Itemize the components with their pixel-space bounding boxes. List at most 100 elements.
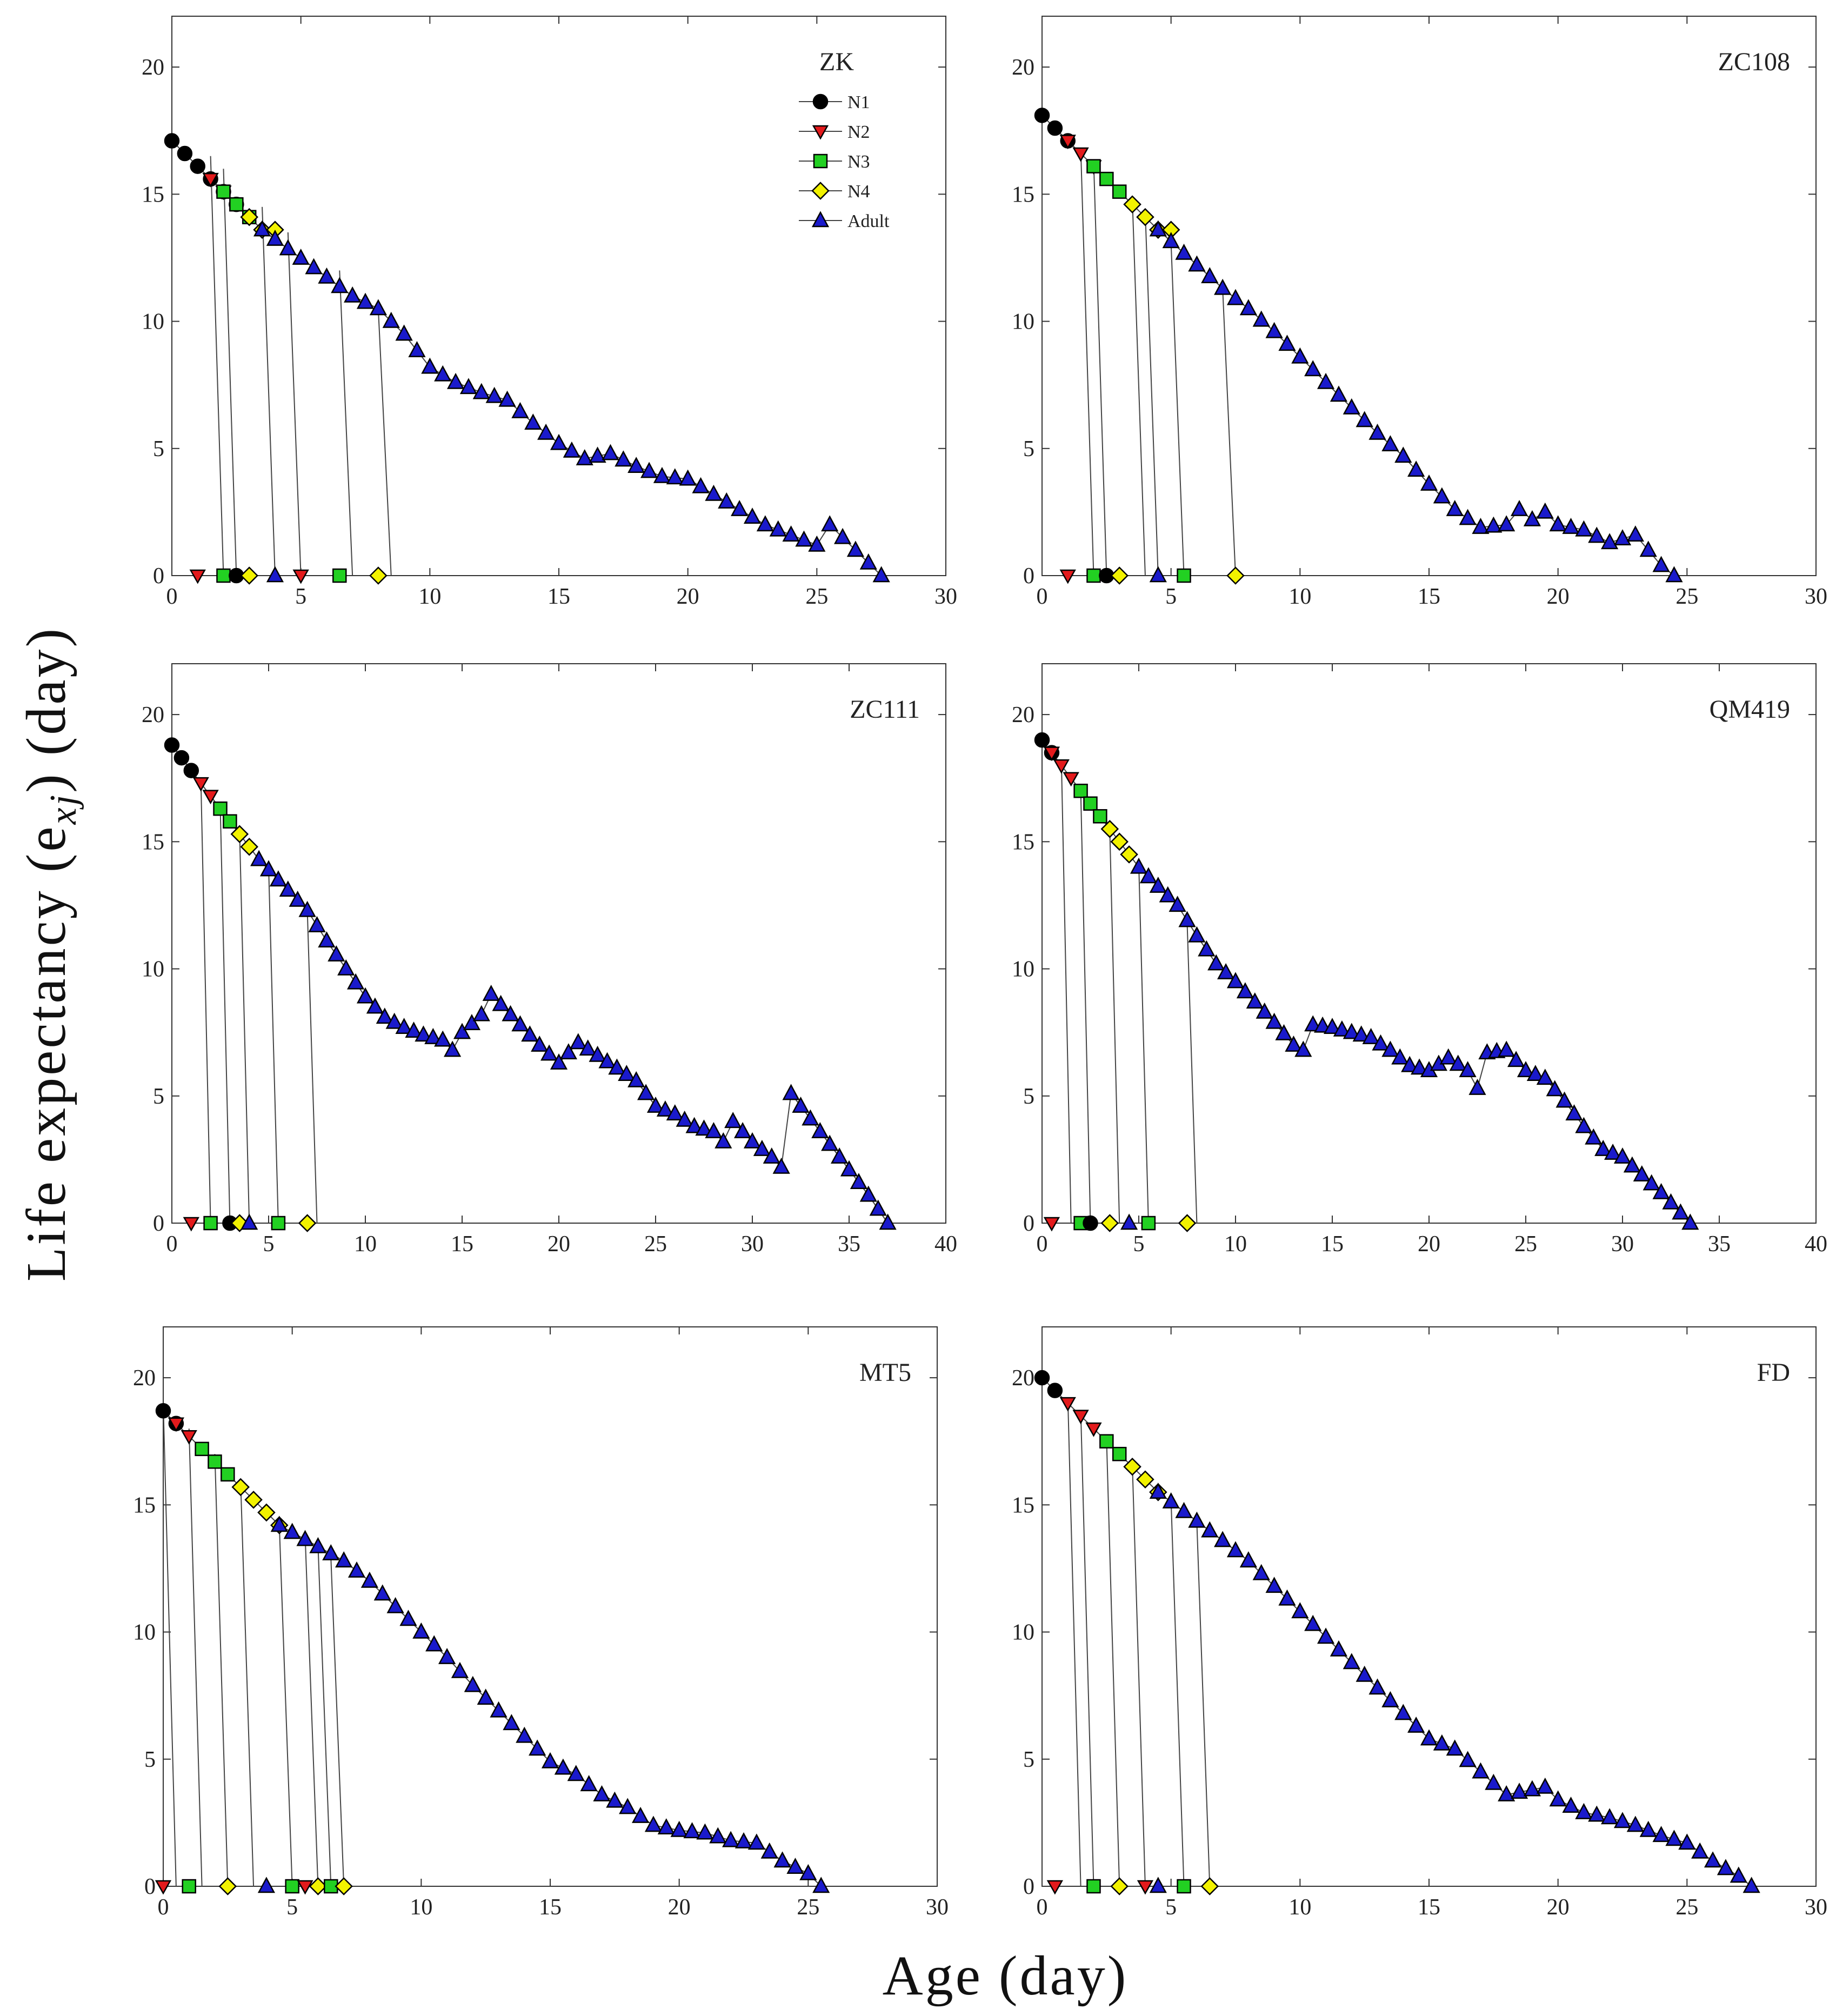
drop-line bbox=[1144, 212, 1159, 576]
y-tick-label: 0 bbox=[153, 1211, 164, 1236]
marker-n2 bbox=[202, 172, 219, 188]
marker-adult bbox=[795, 530, 813, 547]
marker-n1 bbox=[1047, 1383, 1063, 1398]
marker-adult bbox=[608, 1058, 626, 1075]
marker-adult bbox=[408, 341, 426, 357]
marker-adult bbox=[1662, 1193, 1680, 1210]
marker-adult bbox=[812, 1877, 830, 1893]
marker-adult bbox=[1162, 232, 1180, 249]
marker-adult bbox=[1652, 1826, 1670, 1843]
y-tick-label: 5 bbox=[1023, 437, 1034, 462]
marker-adult bbox=[385, 1012, 403, 1029]
marker-adult bbox=[769, 520, 787, 537]
marker-adult bbox=[1317, 372, 1335, 389]
marker-adult bbox=[1510, 1783, 1528, 1799]
marker-adult bbox=[695, 1119, 713, 1136]
marker-adult bbox=[1468, 1079, 1486, 1095]
marker-adult bbox=[382, 311, 400, 328]
marker-adult bbox=[1691, 1842, 1709, 1859]
marker-adult bbox=[511, 1015, 529, 1032]
marker-adult bbox=[833, 528, 852, 544]
marker-adult bbox=[705, 484, 723, 501]
y-tick-label: 5 bbox=[1023, 1084, 1034, 1109]
marker-adult bbox=[298, 900, 316, 917]
plot-frame bbox=[1041, 1326, 1817, 1887]
marker-n1 bbox=[1047, 120, 1063, 136]
marker-adult bbox=[734, 1122, 752, 1138]
drop-line bbox=[1080, 1411, 1094, 1887]
marker-adult bbox=[1294, 1040, 1312, 1057]
y-tick-label: 15 bbox=[133, 1493, 156, 1518]
marker-n2 bbox=[1053, 759, 1070, 774]
marker-adult bbox=[589, 1045, 606, 1062]
marker-adult bbox=[540, 1044, 558, 1061]
adult-curve-line bbox=[258, 859, 889, 1224]
marker-adult bbox=[482, 984, 500, 1001]
marker-adult bbox=[1278, 335, 1296, 351]
drop-line bbox=[163, 1403, 177, 1887]
marker-adult bbox=[1394, 446, 1412, 463]
legend-marker-adult bbox=[811, 211, 830, 228]
marker-adult bbox=[1588, 1805, 1606, 1822]
marker-n3 bbox=[1112, 1446, 1127, 1461]
marker-adult bbox=[1226, 972, 1245, 989]
marker-adult bbox=[424, 1027, 442, 1044]
marker-adult bbox=[425, 1635, 443, 1652]
marker-adult bbox=[434, 1030, 452, 1047]
marker-n3 bbox=[1073, 783, 1088, 798]
marker-adult bbox=[1201, 267, 1219, 283]
plot-frame bbox=[163, 1326, 938, 1887]
marker-n2 bbox=[1072, 147, 1089, 162]
marker-adult bbox=[318, 931, 336, 948]
marker-adult bbox=[1626, 1815, 1644, 1832]
drop-line bbox=[1067, 1398, 1081, 1887]
marker-adult bbox=[477, 1688, 495, 1705]
marker-adult bbox=[772, 1157, 790, 1174]
marker-adult bbox=[308, 916, 326, 932]
marker-adult bbox=[270, 1516, 288, 1532]
x-tick-label: 15 bbox=[1418, 584, 1440, 609]
marker-adult bbox=[434, 365, 452, 382]
marker-adult bbox=[399, 1610, 417, 1626]
marker-adult bbox=[348, 1561, 366, 1578]
marker-adult bbox=[722, 1831, 740, 1847]
marker-n2 bbox=[1043, 746, 1060, 762]
marker-adult bbox=[821, 515, 839, 532]
stage-lines bbox=[1041, 1377, 1752, 1887]
marker-adult bbox=[1510, 500, 1528, 516]
marker-n3 bbox=[221, 1467, 235, 1482]
marker-adult bbox=[283, 1523, 301, 1539]
x-tick-label: 25 bbox=[797, 1895, 819, 1920]
marker-adult bbox=[1523, 510, 1541, 526]
marker-adult bbox=[1439, 1048, 1457, 1065]
marker-adult bbox=[692, 477, 710, 493]
baseline-marker-n3 bbox=[1177, 1879, 1191, 1894]
marker-adult bbox=[1246, 992, 1264, 1009]
marker-adult bbox=[1285, 1036, 1303, 1052]
marker-adult bbox=[646, 1096, 665, 1113]
baseline-marker-n4 bbox=[240, 566, 258, 585]
y-tick-label: 20 bbox=[142, 703, 164, 727]
marker-adult bbox=[463, 1014, 480, 1030]
baseline-marker-n2 bbox=[292, 569, 309, 584]
marker-adult bbox=[1207, 954, 1225, 971]
marker-adult bbox=[1407, 460, 1425, 477]
x-axis-title: Age (day) bbox=[883, 1945, 1129, 2007]
marker-adult bbox=[550, 433, 568, 450]
drop-line bbox=[268, 867, 279, 1224]
marker-n2 bbox=[192, 777, 209, 792]
baseline-marker-n3 bbox=[1086, 1879, 1101, 1894]
y-tick-label: 0 bbox=[153, 564, 164, 589]
marker-adult bbox=[743, 1132, 762, 1149]
marker-adult bbox=[503, 1714, 520, 1731]
drop-line bbox=[1060, 760, 1072, 1224]
marker-adult bbox=[799, 1864, 817, 1880]
marker-n3 bbox=[213, 801, 228, 816]
marker-n3 bbox=[195, 1441, 209, 1457]
x-tick-label: 5 bbox=[1165, 1895, 1177, 1920]
x-tick-label: 25 bbox=[1675, 1895, 1698, 1920]
marker-adult bbox=[644, 1815, 663, 1832]
marker-adult bbox=[715, 1132, 732, 1149]
marker-adult bbox=[1604, 1143, 1622, 1160]
